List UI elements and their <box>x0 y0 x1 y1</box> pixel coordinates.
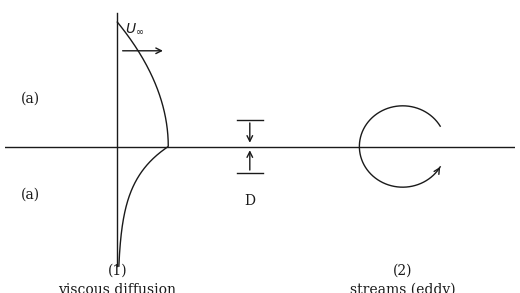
Text: viscous diffusion: viscous diffusion <box>58 283 176 293</box>
Text: (a): (a) <box>20 92 40 106</box>
Text: (1): (1) <box>108 264 127 278</box>
Text: D: D <box>244 194 255 208</box>
Text: (a): (a) <box>20 187 40 201</box>
Text: streams (eddy): streams (eddy) <box>350 283 456 293</box>
Text: $U_{\infty}$: $U_{\infty}$ <box>125 22 144 36</box>
Text: (2): (2) <box>393 264 412 278</box>
